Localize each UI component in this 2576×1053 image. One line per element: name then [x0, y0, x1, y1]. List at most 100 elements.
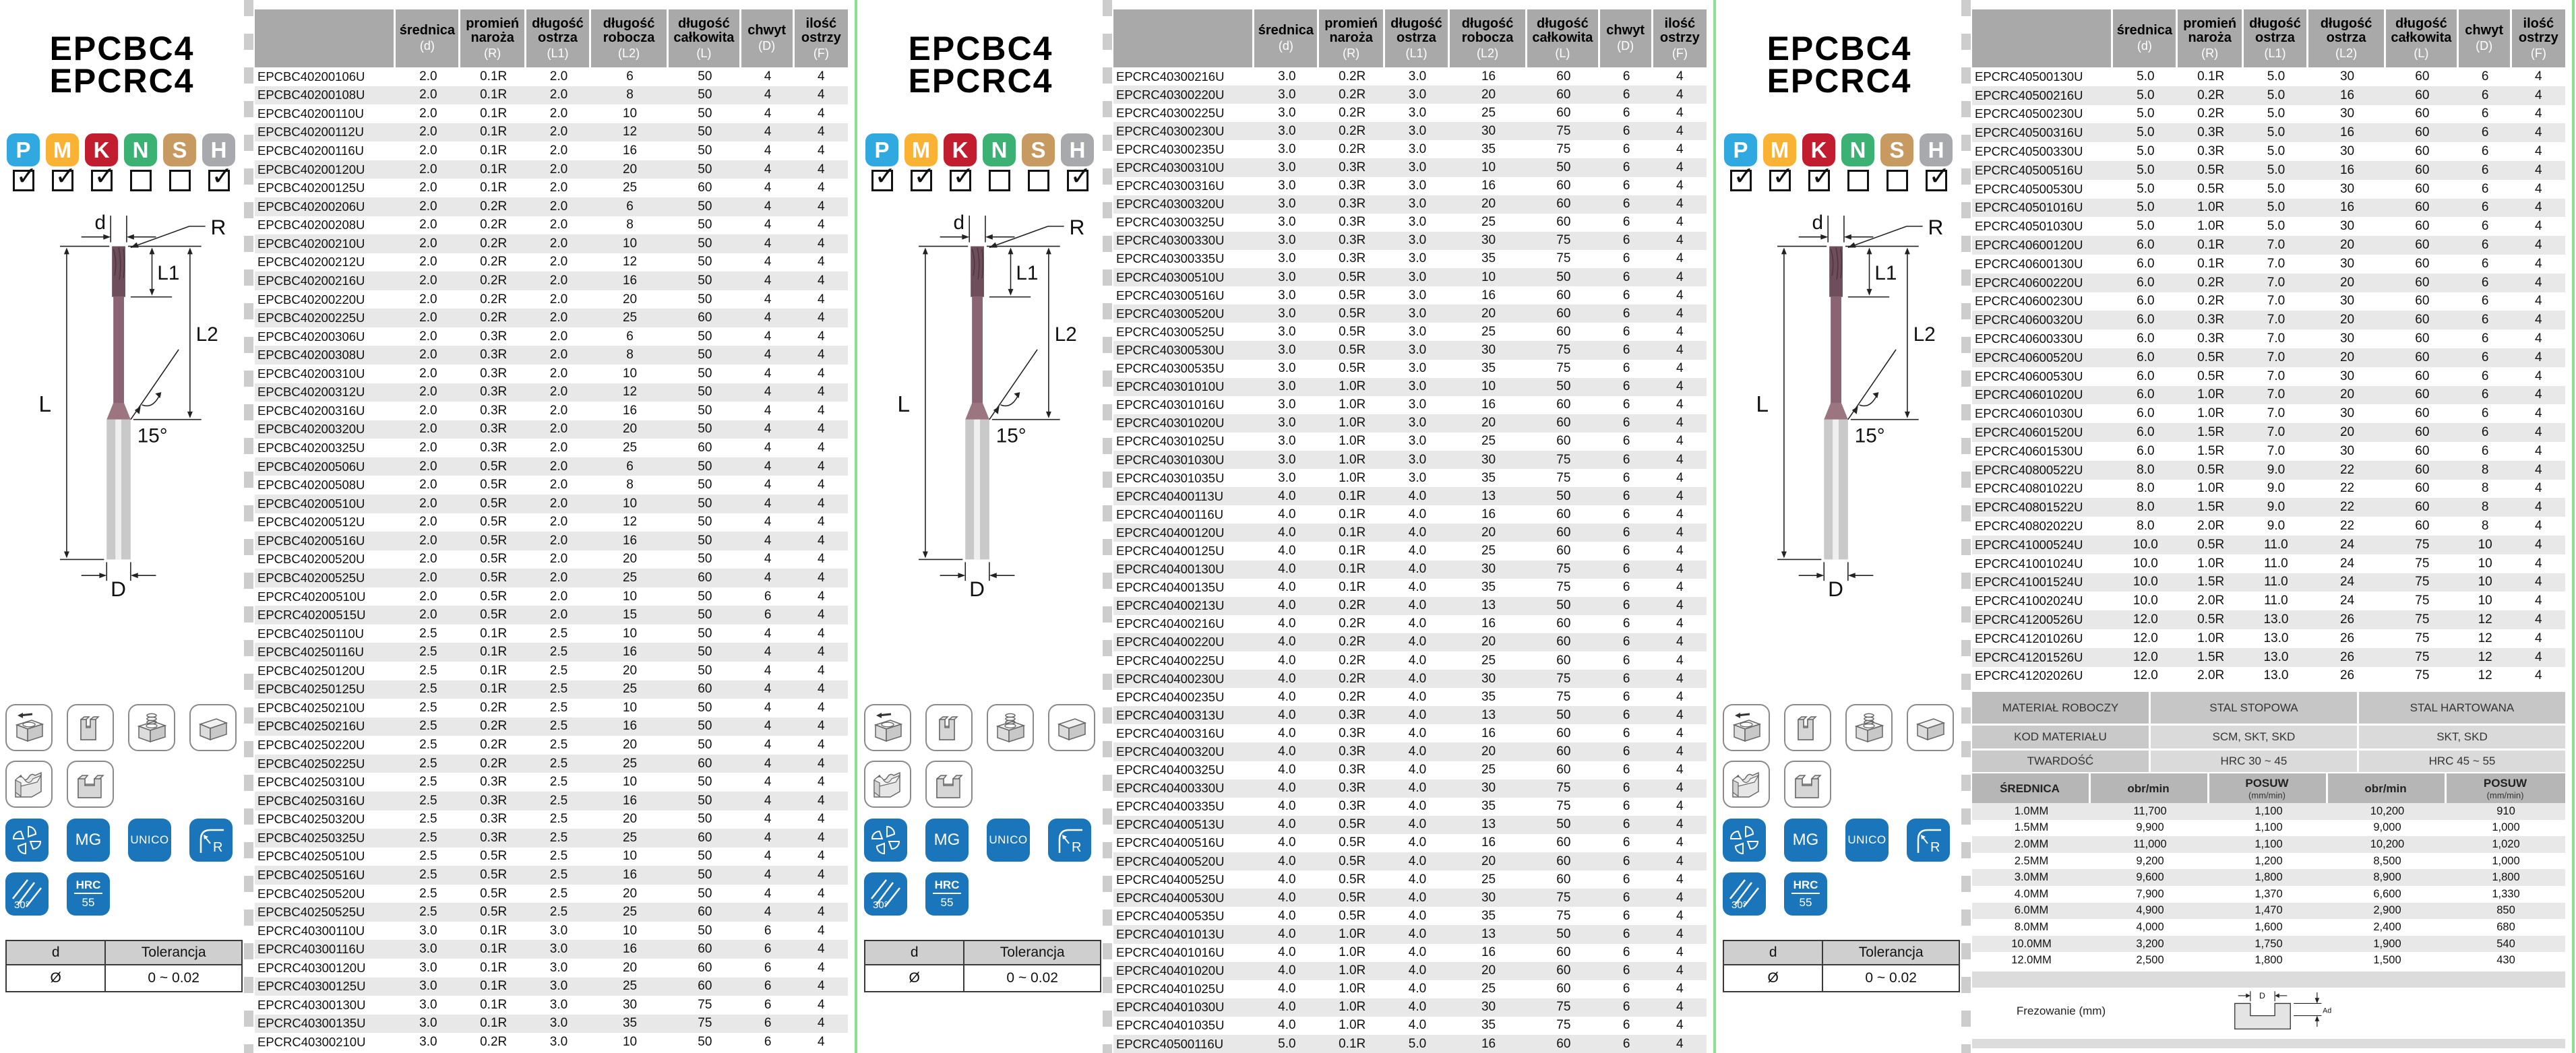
- table-row: EPCRC40501030U 5.0 1.0R 5.0 30 60 6 4: [1972, 217, 2565, 236]
- table-cell: 6: [2481, 313, 2489, 327]
- table-cell: 12: [622, 125, 638, 139]
- table-row: EPCRC40500516U 5.0 0.5R 5.0 16 60 6 4: [1972, 160, 2565, 180]
- table-cell: 6: [2481, 256, 2489, 271]
- table-cell: 6: [1622, 982, 1630, 996]
- checkbox-p: [871, 161, 896, 191]
- table-cell: EPCBC40250116U: [257, 645, 365, 660]
- table-cell: EPCBC40200216U: [257, 273, 365, 288]
- table-cell: 2.5: [419, 756, 437, 771]
- svg-text:L2: L2: [196, 323, 218, 346]
- table-cell: 6: [1622, 854, 1630, 868]
- table-cell: 8.0: [2137, 462, 2155, 477]
- table-cell: 4: [818, 812, 825, 827]
- table-cell: 50: [698, 496, 712, 511]
- table-cell: 3.0: [1408, 141, 1427, 156]
- table-cell: 4: [2535, 219, 2542, 234]
- table-cell: 60: [2415, 519, 2430, 534]
- table-cell: 50: [698, 162, 712, 177]
- table-cell: 6: [2481, 443, 2489, 458]
- table-cell: 24: [2339, 556, 2355, 571]
- table-cell: 50: [698, 255, 712, 269]
- table-cell: 6: [2481, 275, 2489, 290]
- table-cell: 50: [698, 403, 712, 418]
- table-cell: EPCRC40300135U: [257, 1016, 366, 1031]
- table-cell: 0.3R: [2197, 313, 2225, 327]
- catalog-panel-2: EPCBC4 EPCRC4 P M K N S H: [859, 0, 1717, 1053]
- table-cell: 4: [764, 106, 772, 121]
- table-row: 2.5MM 9,200 1,200 8,500 1,000: [1972, 852, 2565, 870]
- table-row: EPCRC41200526U 12.0 0.5R 13.0 26 75 12 4: [1972, 610, 2565, 629]
- table-cell: 60: [698, 682, 712, 697]
- table-cell: 6: [764, 942, 772, 957]
- table-row: EPCRC40600320U 6.0 0.3R 7.0 20 60 6 4: [1972, 311, 2565, 330]
- table-cell: 1,800: [2255, 954, 2283, 967]
- table-cell: EPCRC40400520U: [1116, 854, 1225, 868]
- table-cell: EPCRC40400330U: [1116, 781, 1225, 796]
- table-cell: EPCBC40200508U: [257, 478, 365, 492]
- table-row: EPCRC40401020U 4.0 1.0R 4.0 20 60 6 4: [1113, 961, 1707, 980]
- table-cell: 4: [818, 645, 825, 660]
- table-cell: 6: [1622, 69, 1630, 84]
- table-cell: EPCRC40500530U: [1975, 181, 2083, 196]
- svg-text:R: R: [1072, 840, 1081, 855]
- table-cell: 4.0: [1278, 671, 1296, 686]
- table-cell: 6: [1622, 671, 1630, 686]
- table-cell: EPCRC40400316U: [1116, 726, 1225, 740]
- svg-text:d: d: [1812, 212, 1823, 234]
- table-cell: 6: [1622, 562, 1630, 577]
- table-cell: 1,600: [2255, 920, 2283, 933]
- table-cell: 0.1R: [480, 88, 508, 102]
- table-cell: EPCBC40200106U: [257, 69, 365, 84]
- table-cell: 13: [1481, 707, 1496, 722]
- table-cell: 6: [2481, 425, 2489, 440]
- table-cell: EPCBC40200316U: [257, 403, 365, 418]
- table-cell: EPCRC40401013U: [1116, 926, 1225, 941]
- table-cell: 50: [698, 348, 712, 362]
- table-cell: 0.1R: [2197, 256, 2225, 271]
- table-row: EPCRC40300116U 3.0 0.1R 3.0 16 60 6 4: [255, 940, 848, 959]
- table-cell: 75: [2415, 612, 2430, 627]
- table-cell: 4.0: [1408, 763, 1427, 777]
- table-cell: 1.0R: [2197, 219, 2225, 234]
- table-cell: 4: [1676, 470, 1684, 485]
- table-body: EPCBC40200106U 2.0 0.1R 2.0 6 50 4 4 EPCBC402001…: [255, 67, 848, 1052]
- table-row: EPCRC41201526U 12.0 1.5R 13.0 26 75 12 4: [1972, 647, 2565, 667]
- table-cell: 4: [818, 886, 825, 901]
- table-row: EPCBC40250220U 2.5 0.2R 2.5 20 50 4 4: [255, 736, 848, 755]
- table-row: EPCRC40600520U 6.0 0.5R 7.0 20 60 6 4: [1972, 348, 2565, 367]
- table-cell: 0.2R: [2197, 294, 2225, 309]
- table-cell: 75: [2415, 575, 2430, 589]
- table-cell: 10: [622, 589, 638, 604]
- table-cell: 2.5: [419, 793, 437, 808]
- table-cell: 50: [698, 700, 712, 715]
- table-cell: EPCRC40200515U: [257, 608, 366, 623]
- svg-text:15°: 15°: [1855, 424, 1885, 447]
- table-cell: 4: [764, 162, 772, 177]
- table-cell: 2.5: [549, 663, 568, 678]
- table-cell: 10: [2478, 594, 2492, 608]
- table-cell: 30: [1481, 342, 1496, 357]
- table-cell: 0.1R: [480, 626, 508, 641]
- table-cell: 6: [764, 608, 772, 623]
- table-cell: 35: [1481, 580, 1496, 595]
- table-cell: 1.5R: [2197, 443, 2225, 458]
- table-row: EPCRC40500530U 5.0 0.5R 5.0 30 60 6 4: [1972, 180, 2565, 199]
- table-cell: 4.0: [1278, 817, 1296, 832]
- table-row: EPCBC40200506U 2.0 0.5R 2.0 6 50 4 4: [255, 457, 848, 476]
- material-hardened-steel: STAL HARTOWANA: [2358, 692, 2566, 724]
- table-cell: 4: [2535, 612, 2542, 627]
- table-cell: 4: [764, 366, 772, 381]
- table-cell: EPCRC40300535U: [1116, 361, 1225, 376]
- table-cell: 75: [2415, 649, 2430, 664]
- checkbox-k: [90, 161, 115, 191]
- table-cell: EPCRC40300216U: [1116, 69, 1225, 84]
- table-cell: 60: [1556, 653, 1571, 668]
- checkbox-h: [1925, 161, 1950, 191]
- table-cell: 4: [764, 775, 772, 790]
- table-cell: 0.2R: [480, 292, 508, 307]
- table-cell: 20: [2339, 350, 2355, 364]
- table-body: 1.0MM 11,700 1,100 10,200 910 1.5MM 9,900 1,100…: [1972, 803, 2565, 969]
- table-cell: 6: [1622, 580, 1630, 595]
- table-row: EPCRC41202026U 12.0 2.0R 13.0 26 75 12 4: [1972, 667, 2565, 686]
